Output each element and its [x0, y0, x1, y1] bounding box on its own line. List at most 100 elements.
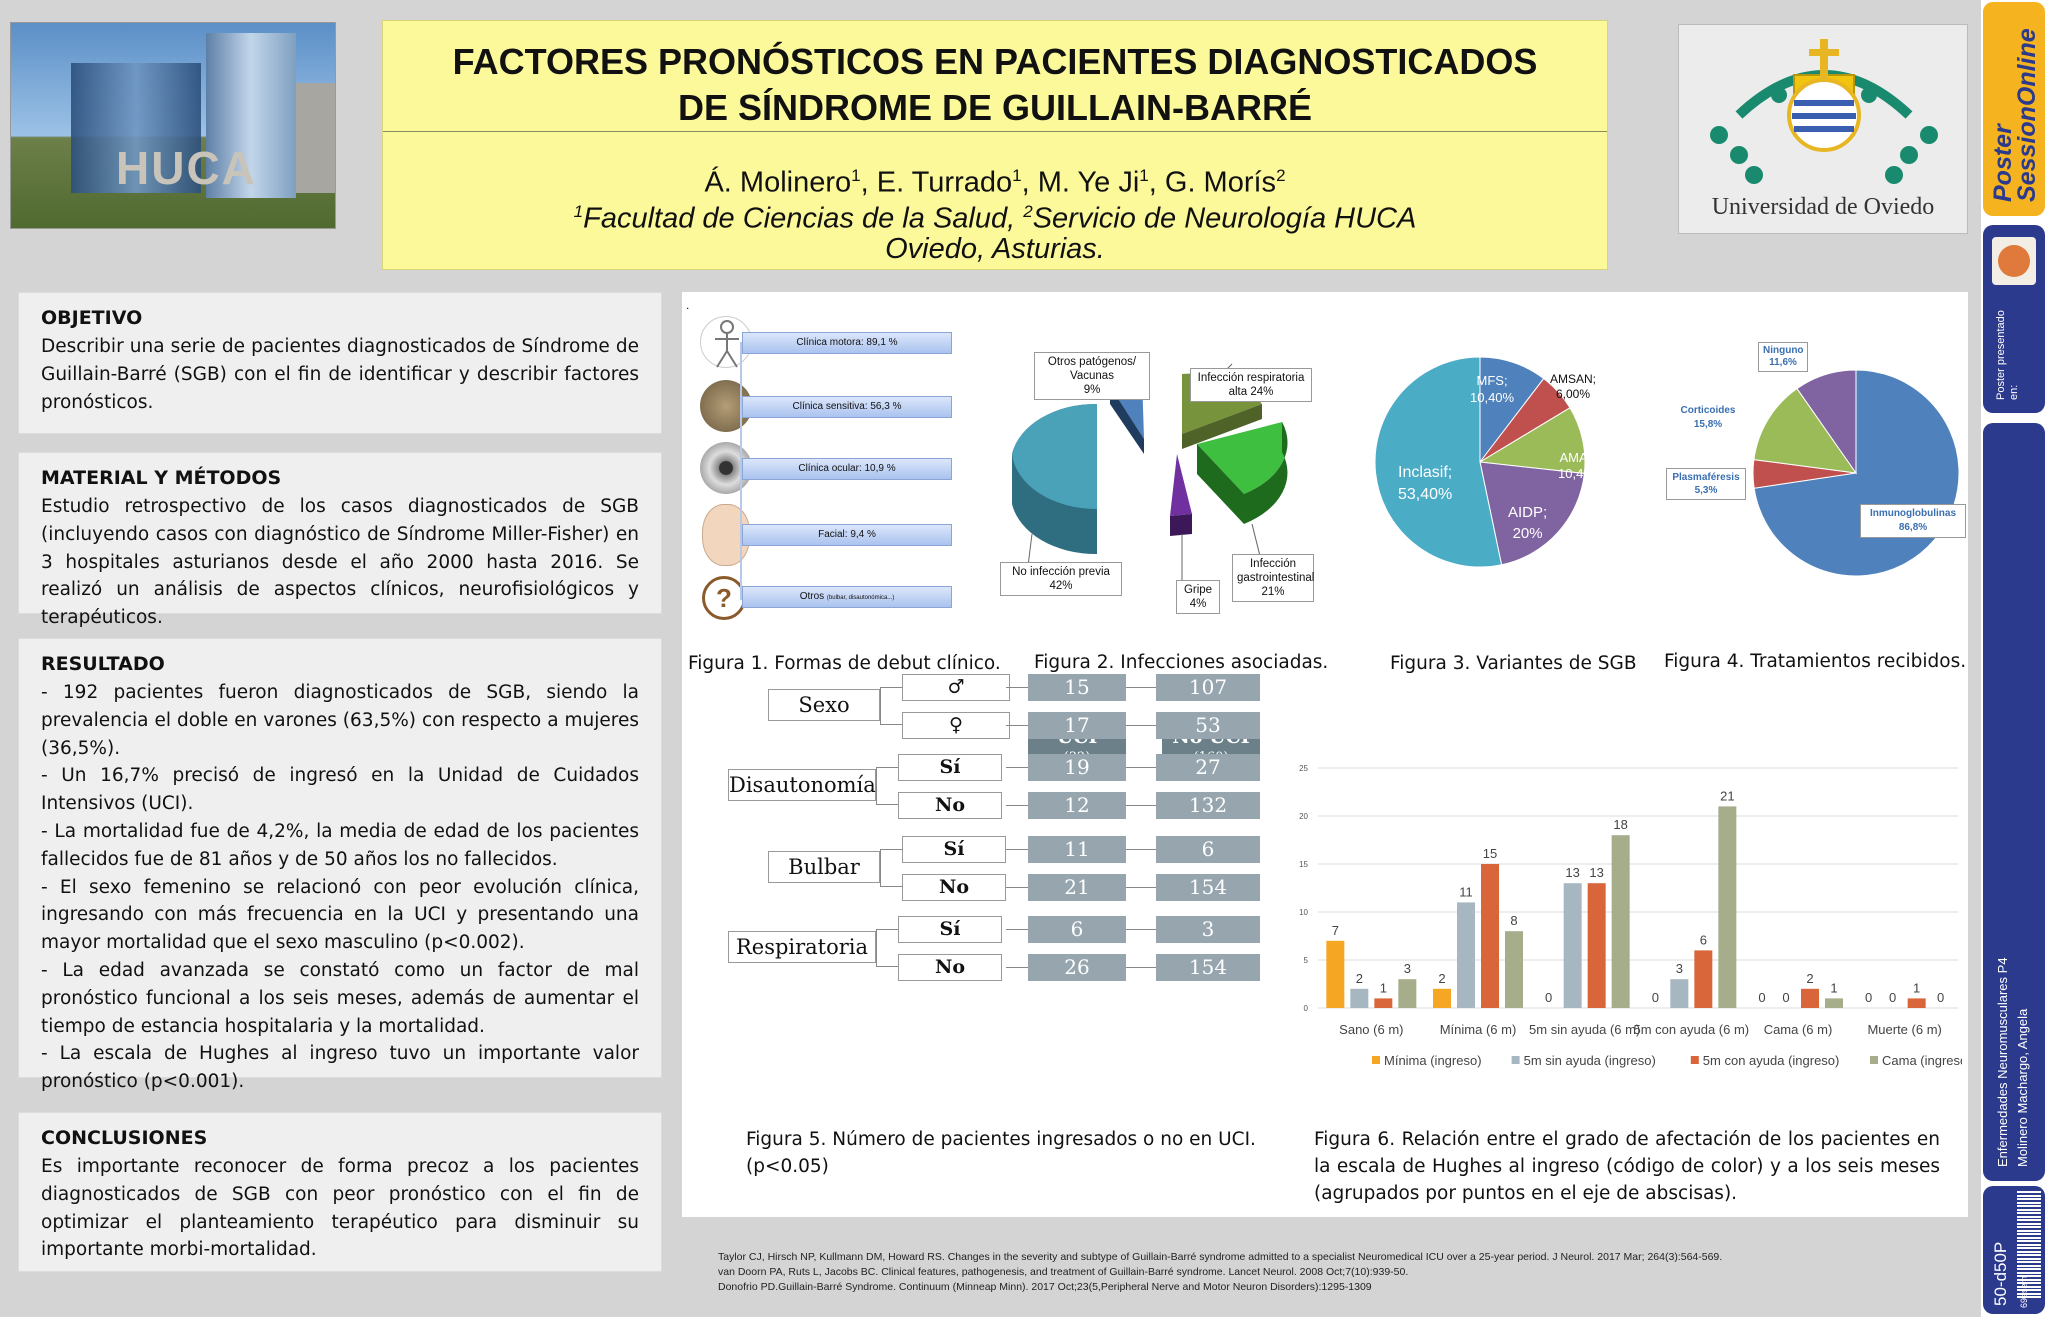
- session-name: Enfermedades Neuromusculares P4: [1995, 957, 2010, 1167]
- fig6-ytick: 15: [1299, 860, 1308, 869]
- fig3-mfs-name: MFS;: [1476, 373, 1508, 388]
- aff-sup-2: 2: [1023, 202, 1033, 221]
- fig5-row-label: ♂: [902, 674, 1010, 701]
- resultado-item: - La escala de Hughes al ingreso tuvo un…: [41, 1043, 639, 1093]
- poster-code: 50-d50P: [1991, 1241, 2010, 1306]
- fig5-row-label: No: [902, 874, 1006, 901]
- fig5-cell-nouci: 132: [1156, 792, 1260, 819]
- fig6-bar-label: 2: [1356, 971, 1363, 986]
- metodos-panel: MATERIAL Y MÉTODOS Estudio retrospectivo…: [18, 452, 662, 628]
- aff-sup-1: 1: [573, 202, 584, 221]
- fig5-cell-nouci: 53: [1156, 712, 1260, 739]
- fig6-bar-label: 15: [1483, 846, 1497, 861]
- fig1-bar: Clínica ocular: 10,9 %: [742, 458, 952, 480]
- fig3-label-mfs: MFS; 10,40%: [1470, 372, 1514, 406]
- fig4-label-plasmaferesis: Plasmaféresis 5,3%: [1666, 468, 1746, 500]
- fig6-bar: [1398, 979, 1417, 1008]
- fig5-group-label: Sexo: [768, 689, 880, 721]
- fig5-row-label: ♀: [902, 712, 1010, 739]
- fig2-label-respiratoria: Infección respiratoria alta 24%: [1190, 368, 1312, 402]
- title-divider: [383, 131, 1607, 132]
- fig6-bar-label: 3: [1404, 961, 1411, 976]
- objetivo-title: OBJETIVO: [41, 307, 143, 329]
- resultado-title: RESULTADO: [41, 653, 165, 675]
- fig6-bar-label: 13: [1589, 865, 1603, 880]
- fig4-ig-name: Inmunoglobulinas: [1869, 508, 1957, 519]
- presented-block: Poster presentado en:: [1983, 225, 2045, 413]
- fig3-amsan-pct: 6,00%: [1555, 387, 1591, 401]
- fig5-bracket: [876, 929, 898, 967]
- fig2-gastro-name: Infección gastrointestinal: [1237, 558, 1315, 584]
- fig4-plasma-pct: 5,3%: [1694, 485, 1718, 496]
- fig4-corticoides-pct: 15,8%: [1693, 419, 1723, 430]
- presented-text: Poster presentado en:: [1995, 310, 2020, 400]
- fig6-legend-swatch: [1690, 1056, 1699, 1064]
- fig6-ytick: 20: [1299, 812, 1308, 821]
- fig6-xtick: Cama (6 m): [1764, 1022, 1833, 1037]
- fig6-legend-label: Cama (ingreso): [1882, 1053, 1962, 1068]
- affiliations: 1Facultad de Ciencias de la Salud, 2Serv…: [383, 193, 1607, 238]
- session-author: Molinero Machargo, Angela: [2015, 1008, 2030, 1167]
- fig3-caption: Figura 3. Variantes de SGB: [1390, 653, 1637, 674]
- fig4-ninguno-pct: 11,6%: [1769, 357, 1797, 368]
- fig4-slice-corticoides: [1753, 387, 1858, 474]
- resultado-item: - La edad avanzada se constató como un f…: [41, 959, 639, 1037]
- fig5-row-label: Sí: [902, 836, 1006, 863]
- metodos-text: Estudio retrospectivo de los casos diagn…: [41, 496, 639, 629]
- aff-1: Facultad de Ciencias de la Salud,: [583, 202, 1024, 235]
- author-sep: ,: [1021, 166, 1038, 199]
- fig3-aman-pct: 10,40%: [1558, 466, 1603, 481]
- fig6-xtick: 5m con ayuda (6 m): [1634, 1022, 1750, 1037]
- university-crest-icon: [1710, 39, 1938, 184]
- author-sup: 1: [851, 166, 861, 185]
- fig6-bar-label: 6: [1700, 932, 1707, 947]
- fig4-label-inmunoglobulinas: Inmunoglobulinas 86,8%: [1860, 504, 1966, 538]
- fig6-ytick: 25: [1299, 764, 1308, 773]
- fig3-inclasif-pct: 53,40%: [1398, 486, 1453, 503]
- fig6-legend-label: 5m con ayuda (ingreso): [1703, 1053, 1840, 1068]
- fig4-ig-pct: 86,8%: [1898, 522, 1928, 533]
- fig6-bar: [1587, 883, 1606, 1008]
- fig2-label-gripe: Gripe 4%: [1176, 580, 1220, 614]
- fig1-otros: Otros: [799, 591, 825, 602]
- resultado-item: - Un 16,7% precisó de ingresó en la Unid…: [41, 765, 639, 815]
- aff-2: Servicio de Neurología HUCA: [1032, 202, 1417, 235]
- fig5-cell-nouci: 154: [1156, 954, 1260, 981]
- fig5-cell-uci: 6: [1028, 916, 1126, 943]
- figure-3-chart: [1374, 356, 1586, 568]
- sen-logo-icon: [1992, 237, 2036, 285]
- fig2-gripe-pct: 4%: [1189, 598, 1207, 610]
- stray-dot: .: [686, 298, 690, 312]
- fig6-bar-label: 18: [1613, 817, 1627, 832]
- fig4-ninguno-name: Ninguno: [1763, 345, 1804, 356]
- fig6-bar-label: 1: [1380, 980, 1387, 995]
- fig6-bar: [1907, 998, 1926, 1008]
- fig6-legend-swatch: [1511, 1056, 1520, 1064]
- fig6-bar-label: 2: [1806, 971, 1813, 986]
- fig6-ytick: 5: [1304, 956, 1309, 965]
- fig5-caption-l2: (p<0.05): [746, 1156, 829, 1177]
- fig2-otros-name: Otros patógenos/ Vacunas: [1047, 356, 1137, 382]
- author-sup: 1: [1012, 166, 1022, 185]
- fig5-cell-nouci: 6: [1156, 836, 1260, 863]
- fig2-no-infeccion-name: No infección previa: [1012, 566, 1110, 578]
- fig6-bar-label: 0: [1652, 990, 1659, 1005]
- fig6-bar-label: 0: [1782, 990, 1789, 1005]
- fig2-slice-gripe: [1170, 454, 1192, 536]
- sidebar: Poster SessionOnline Poster presentado en…: [1981, 0, 2048, 1317]
- resultado-item: - El sexo femenino se relacionó con peor…: [41, 876, 639, 954]
- conclusiones-title: CONCLUSIONES: [41, 1127, 208, 1149]
- figures-area: . ? Clínica motora: 89,1 % Clínica sensi…: [682, 292, 1968, 1217]
- fig3-label-amsan: AMSAN; 6,00%: [1550, 372, 1596, 402]
- barcode-icon: [2017, 1190, 2041, 1298]
- fig6-bar: [1350, 988, 1369, 1008]
- reference-item: Donofrio PD.Guillain-Barré Syndrome. Con…: [718, 1281, 1372, 1293]
- fig5-bracket: [876, 767, 898, 805]
- fig5-cell-uci: 19: [1028, 754, 1126, 781]
- fig2-gastro-pct: 21%: [1261, 586, 1285, 598]
- poster-session-brand: Poster SessionOnline: [1983, 2, 2045, 216]
- fig6-bar: [1457, 902, 1475, 1008]
- university-name: Universidad de Oviedo: [1711, 194, 1935, 220]
- reference-item: van Doorn PA, Ruts L, Jacobs BC. Clinica…: [718, 1266, 1409, 1278]
- fig4-corticoides-name: Corticoides: [1680, 405, 1736, 416]
